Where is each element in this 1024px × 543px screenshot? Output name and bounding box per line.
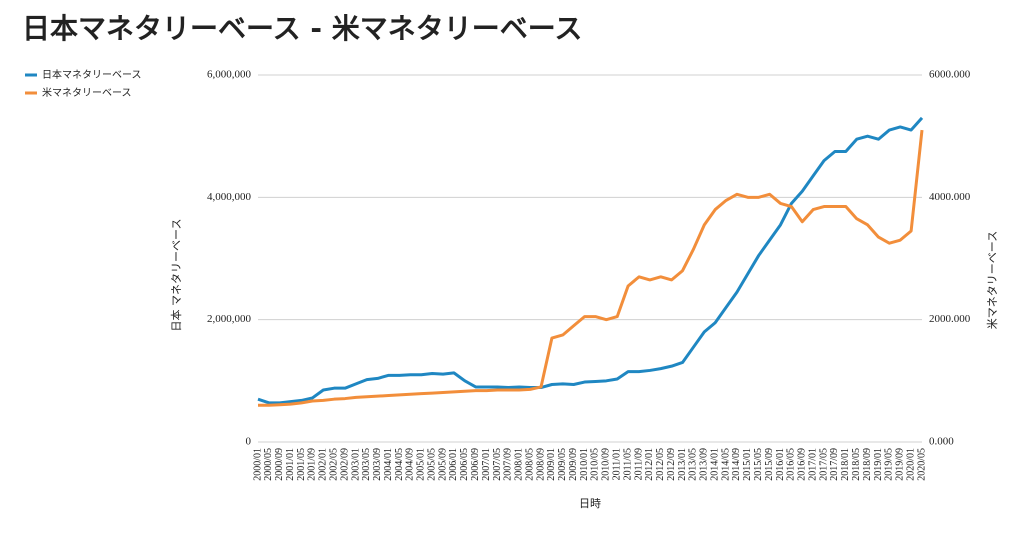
y2-tick-label: 6000.000 bbox=[929, 69, 971, 81]
x-tick-label: 2003/01 bbox=[350, 448, 361, 481]
x-tick-label: 2009/05 bbox=[557, 448, 568, 481]
y-tick-label: 2,000,000 bbox=[207, 313, 252, 325]
x-tick-label: 2007/05 bbox=[492, 448, 503, 481]
line-series bbox=[257, 116, 924, 405]
x-tick-label: 2000/09 bbox=[274, 448, 285, 481]
x-tick-label: 2015/09 bbox=[764, 448, 775, 481]
x-tick-label: 2007/09 bbox=[503, 448, 514, 481]
x-tick-label: 2011/09 bbox=[633, 448, 644, 480]
x-tick-label: 2015/05 bbox=[753, 448, 764, 481]
x-tick-label: 2018/09 bbox=[862, 448, 873, 481]
x-tick-label: 2006/05 bbox=[459, 448, 470, 481]
x-tick-label: 2016/01 bbox=[775, 448, 786, 481]
x-tick-label: 2019/09 bbox=[895, 448, 906, 481]
x-tick-label: 2014/09 bbox=[731, 448, 742, 481]
chart-title: 日本マネタリーベース - 米マネタリーベース bbox=[22, 12, 582, 45]
x-tick-label: 2018/05 bbox=[851, 448, 862, 481]
y2-tick-label: 0.000 bbox=[929, 436, 954, 448]
y-tick-label: 4,000,000 bbox=[207, 191, 252, 203]
x-tick-label: 2018/01 bbox=[840, 448, 851, 481]
x-tick-label: 2016/05 bbox=[786, 448, 797, 481]
x-tick-label: 2013/09 bbox=[699, 448, 710, 481]
x-tick-label: 2008/09 bbox=[535, 448, 546, 481]
x-tick-label: 2008/05 bbox=[524, 448, 535, 481]
legend-label: 日本マネタリーベース bbox=[42, 68, 142, 81]
x-tick-label: 2013/01 bbox=[677, 448, 688, 481]
x-axis-label: 日時 bbox=[579, 497, 601, 510]
x-tick-label: 2000/01 bbox=[252, 448, 263, 481]
x-tick-label: 2017/01 bbox=[807, 448, 818, 481]
x-tick-label: 2006/09 bbox=[470, 448, 481, 481]
x-tick-label: 2002/01 bbox=[318, 448, 329, 481]
x-tick-label: 2011/01 bbox=[612, 448, 623, 480]
x-tick-label: 2012/05 bbox=[655, 448, 666, 481]
y2-tick-label: 4000.000 bbox=[929, 191, 971, 203]
x-tick-label: 2013/05 bbox=[688, 448, 699, 481]
x-tick-label: 2007/01 bbox=[481, 448, 492, 481]
x-tick-label: 2010/01 bbox=[579, 448, 590, 481]
x-tick-label: 2003/05 bbox=[361, 448, 372, 481]
x-tick-label: 2019/01 bbox=[873, 448, 884, 481]
y-axis-label: 日本 マネタリーベース bbox=[169, 219, 183, 332]
x-tick-label: 2010/09 bbox=[601, 448, 612, 481]
x-tick-label: 2020/01 bbox=[905, 448, 916, 481]
x-tick-label: 2008/01 bbox=[514, 448, 525, 481]
y2-tick-label: 2000.000 bbox=[929, 313, 971, 325]
x-tick-label: 2015/01 bbox=[742, 448, 753, 481]
x-tick-label: 2019/05 bbox=[884, 448, 895, 481]
x-tick-label: 2005/01 bbox=[416, 448, 427, 481]
x-tick-label: 2017/05 bbox=[818, 448, 829, 481]
x-tick-label: 2012/09 bbox=[666, 448, 677, 481]
x-tick-label: 2017/09 bbox=[829, 448, 840, 481]
line-series bbox=[258, 129, 924, 407]
x-tick-label: 2006/01 bbox=[448, 448, 459, 481]
x-tick-label: 2004/01 bbox=[383, 448, 394, 481]
x-tick-label: 2012/01 bbox=[644, 448, 655, 481]
x-tick-label: 2003/09 bbox=[372, 448, 383, 481]
x-tick-label: 2020/05 bbox=[916, 448, 927, 481]
x-tick-label: 2009/01 bbox=[546, 448, 557, 481]
x-tick-label: 2001/05 bbox=[296, 448, 307, 481]
x-tick-label: 2011/05 bbox=[622, 448, 633, 480]
x-tick-label: 2001/01 bbox=[285, 448, 296, 481]
x-tick-label: 2009/09 bbox=[568, 448, 579, 481]
x-tick-label: 2014/01 bbox=[709, 448, 720, 481]
y-tick-label: 0 bbox=[246, 436, 252, 448]
x-tick-label: 2000/05 bbox=[263, 448, 274, 481]
legend-label: 米マネタリーベース bbox=[42, 86, 132, 99]
x-tick-label: 2014/05 bbox=[720, 448, 731, 481]
x-tick-label: 2004/05 bbox=[394, 448, 405, 481]
x-tick-label: 2002/09 bbox=[339, 448, 350, 481]
x-tick-label: 2004/09 bbox=[405, 448, 416, 481]
x-tick-label: 2010/05 bbox=[590, 448, 601, 481]
x-tick-label: 2005/09 bbox=[437, 448, 448, 481]
x-tick-label: 2001/09 bbox=[307, 448, 318, 481]
x-tick-label: 2016/09 bbox=[797, 448, 808, 481]
x-tick-label: 2002/05 bbox=[328, 448, 339, 481]
y2-axis-label: 米マネタリーベース bbox=[986, 231, 999, 329]
x-tick-label: 2005/05 bbox=[426, 448, 437, 481]
y-tick-label: 6,000,000 bbox=[207, 69, 252, 81]
